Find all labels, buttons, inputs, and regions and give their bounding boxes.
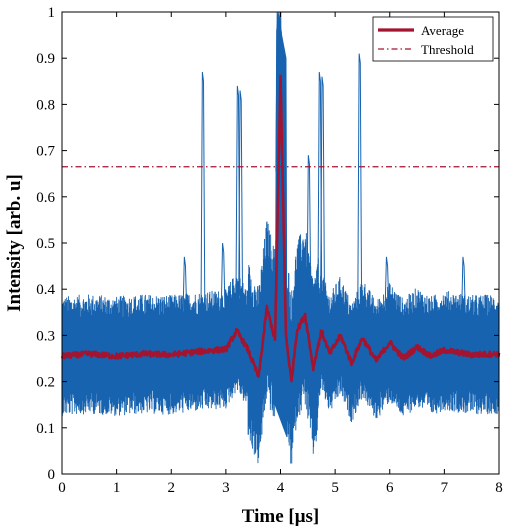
x-tick-label-6: 6 <box>386 480 394 496</box>
y-axis-title: Intensity [arb. u] <box>4 174 25 312</box>
trace-spike-2 <box>238 90 244 301</box>
y-tick-label-0: 0 <box>48 467 56 483</box>
x-tick-label-1: 1 <box>113 480 121 496</box>
legend-average-label: Average <box>421 23 464 38</box>
x-tick-label-7: 7 <box>441 480 449 496</box>
series-layer <box>60 74 501 383</box>
trace-spike-12 <box>461 256 466 317</box>
x-tick-label-2: 2 <box>168 480 176 496</box>
y-tick-label-9: 0.9 <box>36 51 55 67</box>
y-tick-label-6: 0.6 <box>36 190 55 206</box>
y-tick-label-1: 0.1 <box>36 421 55 437</box>
trace-spike-5 <box>306 155 312 303</box>
trace-spike-7 <box>320 76 325 297</box>
legend-threshold-label: Threshold <box>421 42 474 57</box>
average-line <box>60 74 501 383</box>
y-tick-label-8: 0.8 <box>36 97 55 113</box>
trace-central-pulse <box>274 11 288 438</box>
x-tick-label-5: 5 <box>331 480 339 496</box>
x-tick-label-8: 8 <box>495 480 503 496</box>
axis-ticks: 0 1 2 3 4 5 6 7 8 0 0.1 0.2 0.3 0.4 0.5 0.6 0.7 0.8 0.9 1 <box>36 5 503 496</box>
trace-spike-8 <box>357 53 363 308</box>
legend-box <box>372 16 494 62</box>
x-tick-label-3: 3 <box>222 480 230 496</box>
y-tick-label-2: 0.2 <box>36 375 55 391</box>
legend: Average Threshold <box>372 16 494 62</box>
y-tick-label-7: 0.7 <box>36 144 55 160</box>
x-tick-label-0: 0 <box>58 480 66 496</box>
y-tick-label-3: 0.3 <box>36 328 55 344</box>
x-axis-title: Time [μs] <box>242 506 319 527</box>
trace-spike-11 <box>384 256 390 310</box>
y-tick-label-4: 0.4 <box>36 282 55 298</box>
y-tick-label-10: 1 <box>48 5 56 21</box>
trace-spike-0 <box>200 71 206 315</box>
trace-spike-9 <box>182 256 188 317</box>
y-tick-label-5: 0.5 <box>36 236 55 252</box>
x-tick-label-4: 4 <box>277 480 285 496</box>
trace-spike-10 <box>220 242 226 313</box>
